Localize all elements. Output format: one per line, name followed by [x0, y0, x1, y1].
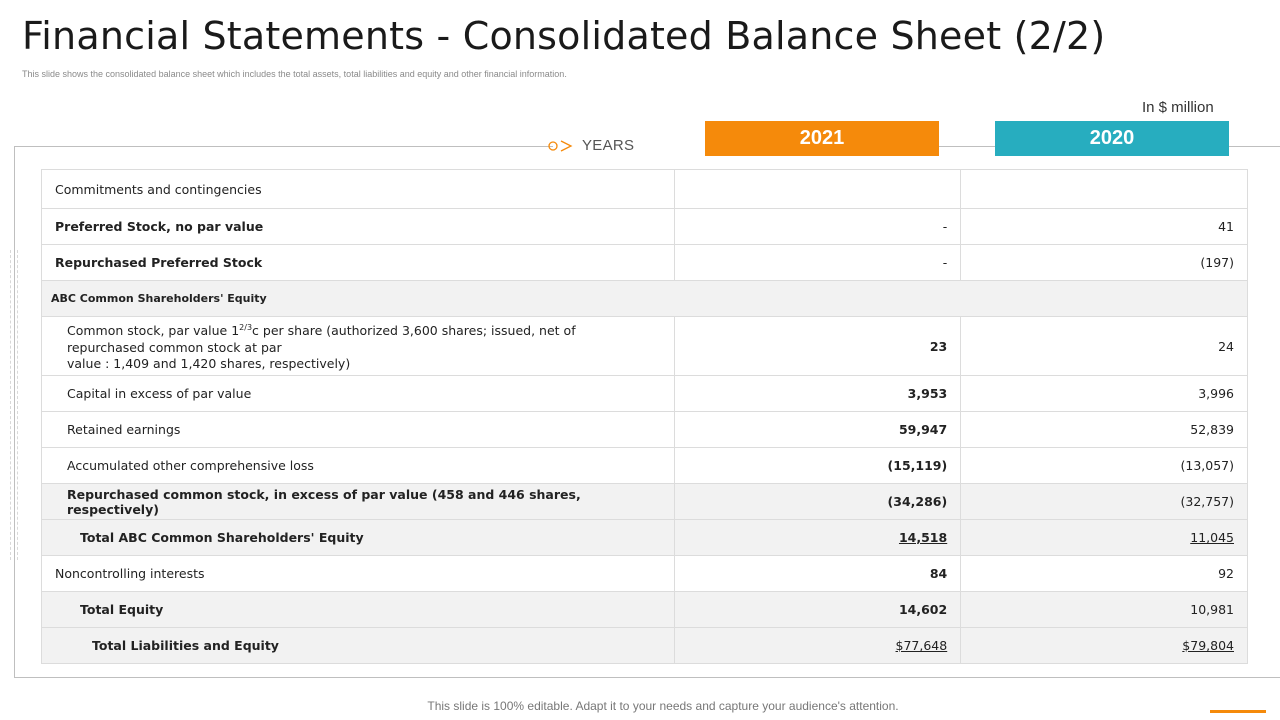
- year-header-2021: 2021: [705, 121, 939, 156]
- value-2020: 92: [960, 555, 1248, 592]
- value-2020: 41: [960, 208, 1248, 245]
- row-label: Total Equity: [40, 591, 676, 628]
- value-2021: (34,286): [674, 483, 962, 520]
- value-2021: 84: [674, 555, 962, 592]
- total-row: Total Equity 14,602 10,981: [40, 591, 1248, 628]
- row-label: Repurchased Preferred Stock: [40, 244, 676, 281]
- value-2021: -: [674, 244, 962, 281]
- table-row: Repurchased Preferred Stock - (197): [40, 244, 1248, 281]
- value-2020: (32,757): [960, 483, 1248, 520]
- row-label: Capital in excess of par value: [40, 375, 676, 412]
- unit-label: In $ million: [1142, 99, 1214, 116]
- value-2021: 3,953: [674, 375, 962, 412]
- row-label: Retained earnings: [40, 411, 676, 448]
- value-2021: [674, 169, 962, 209]
- value-2020: (13,057): [960, 447, 1248, 484]
- value-2021: -: [674, 208, 962, 245]
- grand-total-row: Total Liabilities and Equity $77,648 $79…: [40, 627, 1248, 664]
- table-row: Repurchased common stock, in excess of p…: [40, 483, 1248, 520]
- row-label: Total Liabilities and Equity: [40, 627, 676, 664]
- row-label: Repurchased common stock, in excess of p…: [40, 483, 676, 520]
- value-2020: 10,981: [960, 591, 1248, 628]
- section-header-row: ABC Common Shareholders' Equity: [41, 280, 1248, 317]
- value-2020: 11,045: [960, 519, 1248, 556]
- value-2021: (15,119): [674, 447, 962, 484]
- value-2021: $77,648: [674, 627, 962, 664]
- years-label: YEARS: [582, 137, 635, 154]
- table-row: Accumulated other comprehensive loss (15…: [40, 447, 1248, 484]
- table-row: Retained earnings 59,947 52,839: [40, 411, 1248, 448]
- section-label: ABC Common Shareholders' Equity: [41, 280, 1248, 317]
- value-2020: (197): [960, 244, 1248, 281]
- row-label: Common stock, par value 12/3c per share …: [40, 316, 676, 376]
- balance-sheet-table: Commitments and contingencies Preferred …: [40, 169, 1248, 664]
- table-row: Preferred Stock, no par value - 41: [40, 208, 1248, 245]
- row-label: Commitments and contingencies: [40, 169, 676, 209]
- value-2020: $79,804: [960, 627, 1248, 664]
- footer-accent-bar: [1210, 710, 1266, 713]
- table-row: Capital in excess of par value 3,953 3,9…: [40, 375, 1248, 412]
- value-2021: 14,518: [674, 519, 962, 556]
- row-label: Accumulated other comprehensive loss: [40, 447, 676, 484]
- side-strip: [10, 250, 18, 560]
- table-row: Common stock, par value 12/3c per share …: [40, 316, 1248, 376]
- page-subtitle: This slide shows the consolidated balanc…: [22, 69, 567, 79]
- subtotal-row: Total ABC Common Shareholders' Equity 14…: [40, 519, 1248, 556]
- circle-arrow-icon: [548, 140, 573, 152]
- footer-note: This slide is 100% editable. Adapt it to…: [427, 699, 899, 713]
- page-title: Financial Statements - Consolidated Bala…: [22, 14, 1106, 58]
- value-2020: 52,839: [960, 411, 1248, 448]
- value-2020: 24: [960, 316, 1248, 376]
- year-header-2020: 2020: [995, 121, 1229, 156]
- value-2021: 14,602: [674, 591, 962, 628]
- table-row: Commitments and contingencies: [40, 169, 1248, 209]
- value-2021: 59,947: [674, 411, 962, 448]
- table-row: Noncontrolling interests 84 92: [40, 555, 1248, 592]
- value-2020: [960, 169, 1248, 209]
- row-label: Preferred Stock, no par value: [40, 208, 676, 245]
- row-label: Noncontrolling interests: [40, 555, 676, 592]
- row-label: Total ABC Common Shareholders' Equity: [40, 519, 676, 556]
- value-2020: 3,996: [960, 375, 1248, 412]
- value-2021: 23: [674, 316, 962, 376]
